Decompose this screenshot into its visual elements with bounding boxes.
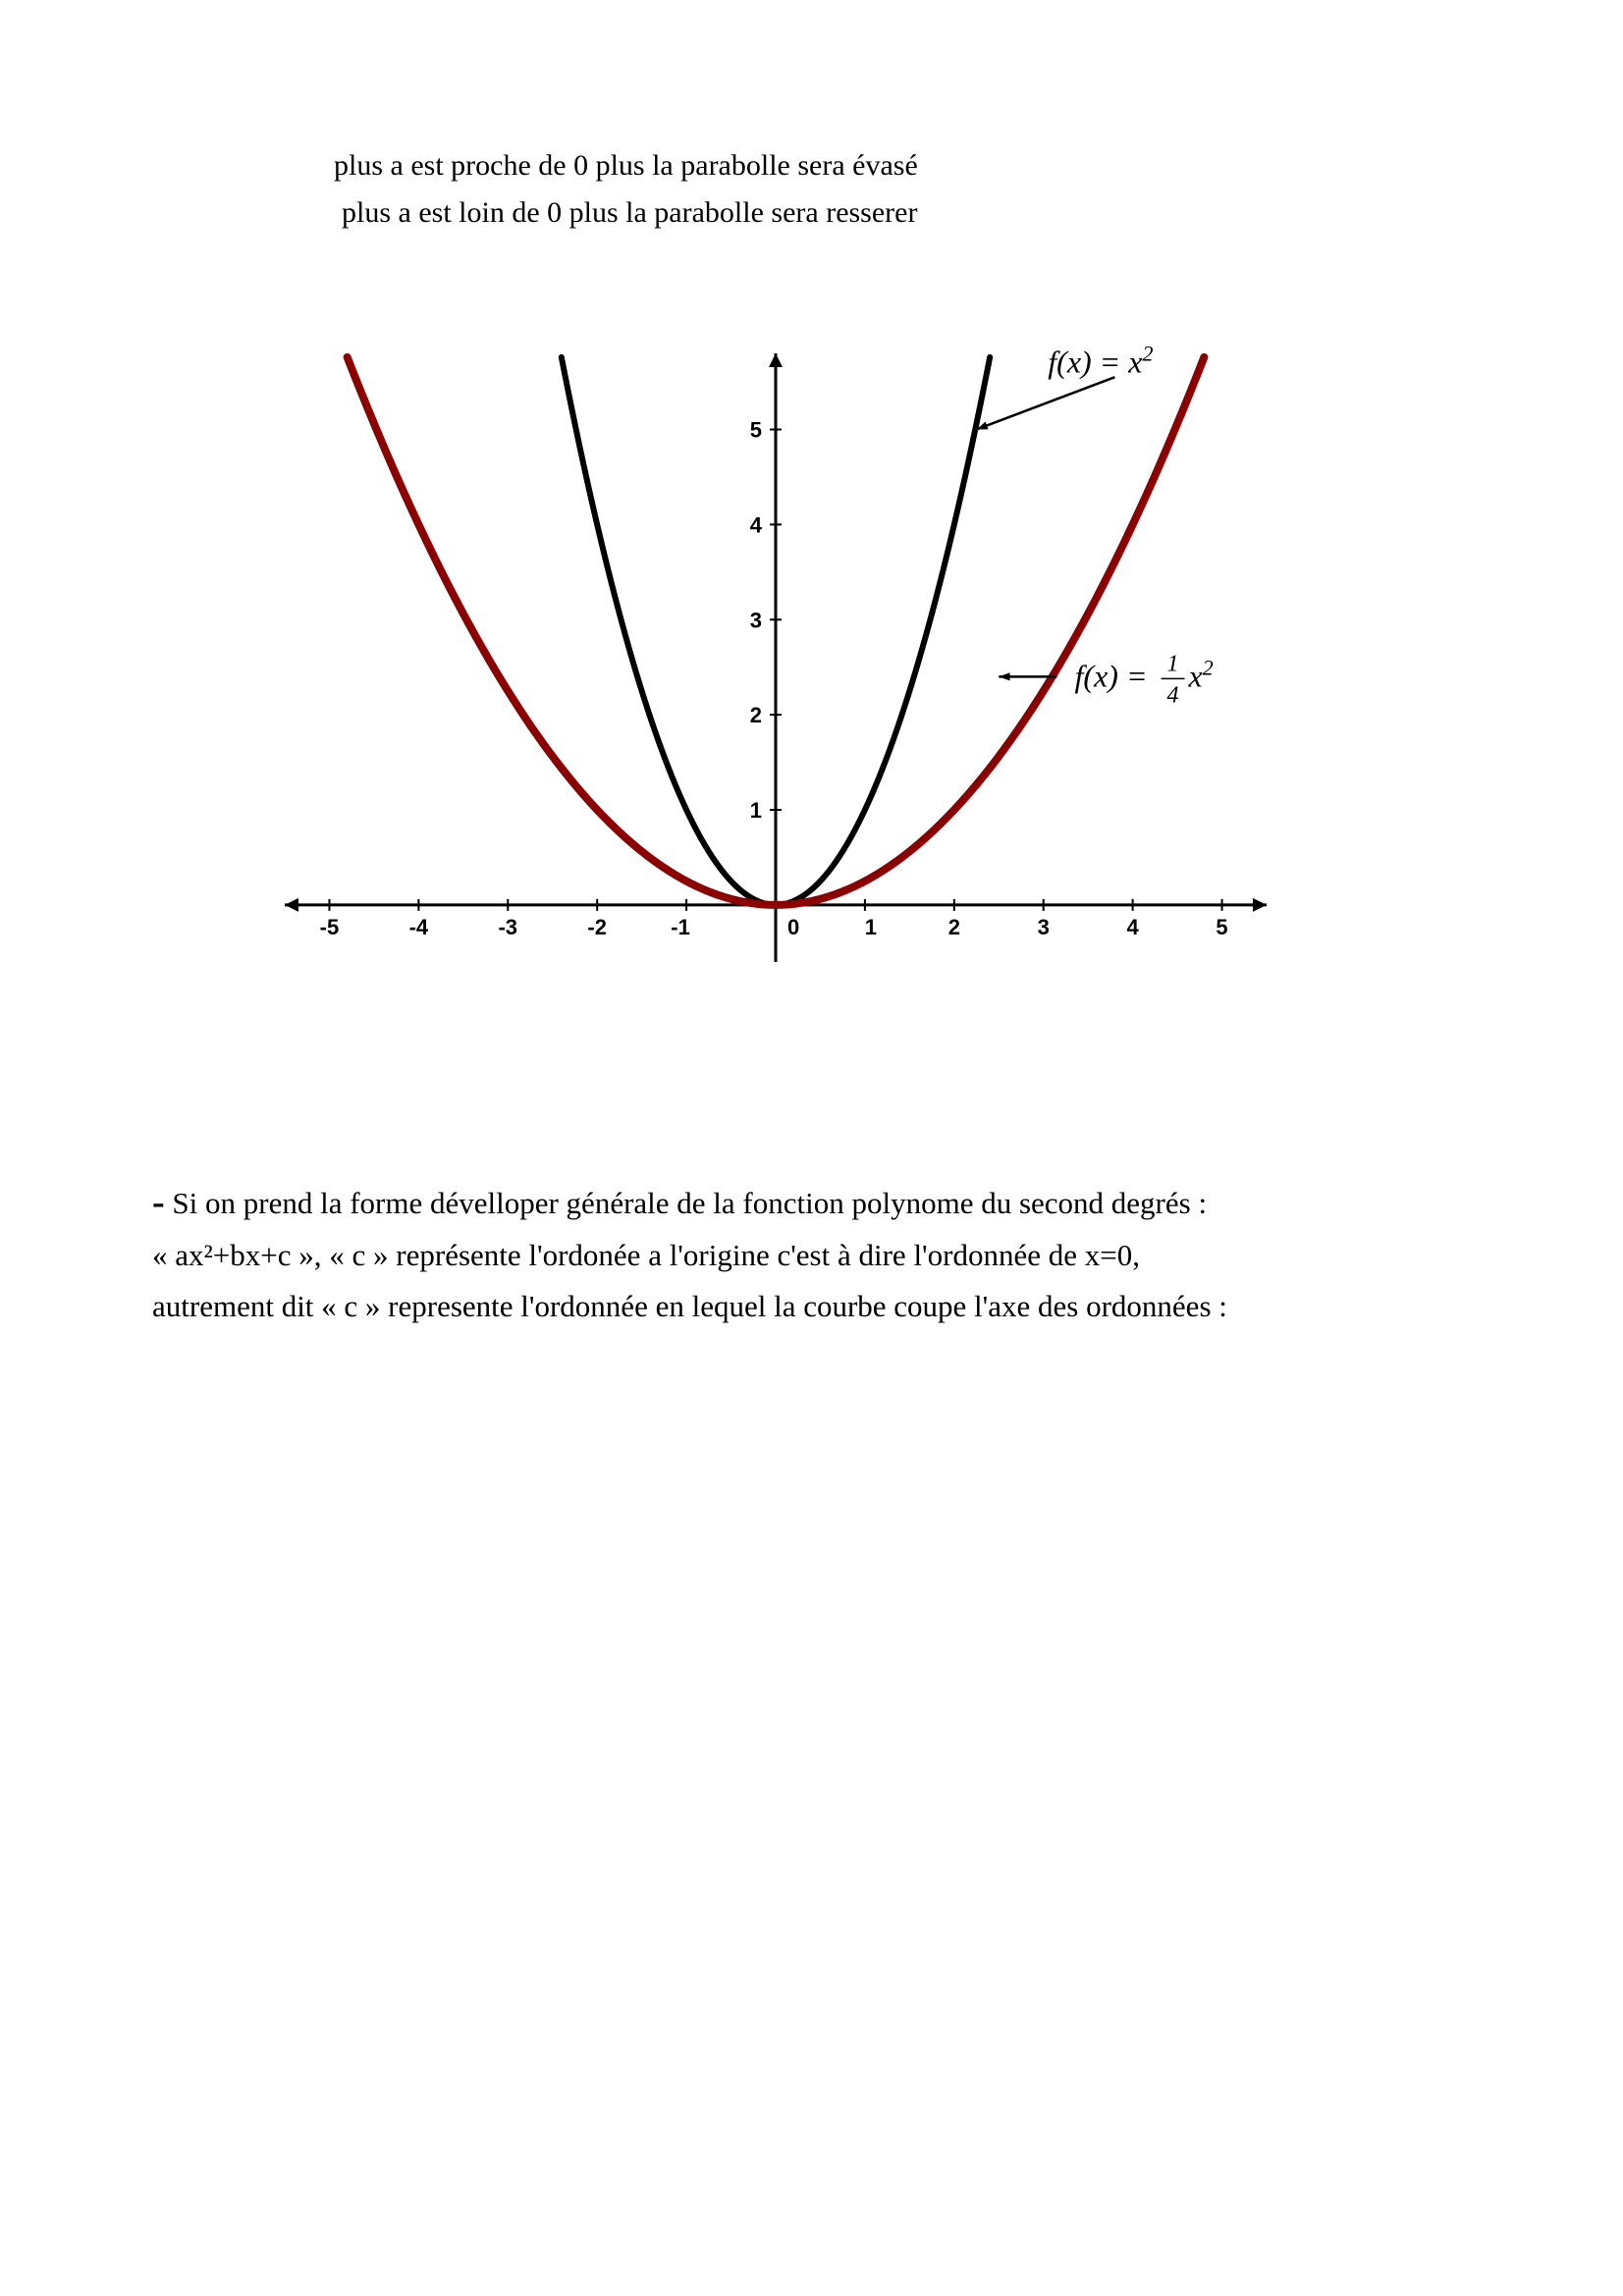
svg-text:-4: -4 bbox=[409, 915, 429, 939]
body-line-1: Si on prend la forme dévelloper générale… bbox=[172, 1186, 1207, 1220]
svg-text:f(x) = x2: f(x) = x2 bbox=[1048, 341, 1153, 380]
svg-text:0: 0 bbox=[787, 915, 799, 939]
svg-text:4: 4 bbox=[1167, 682, 1179, 708]
svg-text:2: 2 bbox=[750, 703, 762, 727]
intro-text-block: plus a est proche de 0 plus la parabolle… bbox=[334, 142, 918, 237]
svg-text:f(x) =: f(x) = bbox=[1075, 658, 1148, 693]
svg-text:2: 2 bbox=[948, 915, 960, 939]
svg-text:-5: -5 bbox=[320, 915, 340, 939]
svg-text:-1: -1 bbox=[671, 915, 690, 939]
parabola-chart: -5-4-3-2-101234512345f(x) = x2f(x) = 14 … bbox=[255, 334, 1296, 1021]
body-text-block: - Si on prend la forme dévelloper généra… bbox=[152, 1178, 1478, 1333]
body-line-3: autrement dit « c » represente l'ordonné… bbox=[152, 1289, 1227, 1323]
svg-text:-3: -3 bbox=[498, 915, 517, 939]
svg-text:1: 1 bbox=[1167, 651, 1179, 676]
body-line-2: « ax²+bx+c », « c » représente l'ordonée… bbox=[152, 1238, 1140, 1272]
svg-text:4: 4 bbox=[1127, 915, 1140, 939]
svg-text:1: 1 bbox=[865, 915, 877, 939]
svg-text:-2: -2 bbox=[587, 915, 607, 939]
chart-svg: -5-4-3-2-101234512345f(x) = x2f(x) = 14 … bbox=[255, 334, 1296, 1021]
svg-text:1: 1 bbox=[750, 798, 762, 823]
svg-text:3: 3 bbox=[750, 608, 762, 632]
svg-text:5: 5 bbox=[1216, 915, 1227, 939]
svg-text:3: 3 bbox=[1038, 915, 1050, 939]
svg-text:4: 4 bbox=[750, 512, 763, 537]
svg-text:x2: x2 bbox=[1188, 655, 1214, 694]
svg-text:5: 5 bbox=[750, 418, 762, 443]
intro-line-1: plus a est proche de 0 plus la parabolle… bbox=[334, 142, 918, 189]
intro-line-2: plus a est loin de 0 plus la parabolle s… bbox=[342, 189, 918, 237]
